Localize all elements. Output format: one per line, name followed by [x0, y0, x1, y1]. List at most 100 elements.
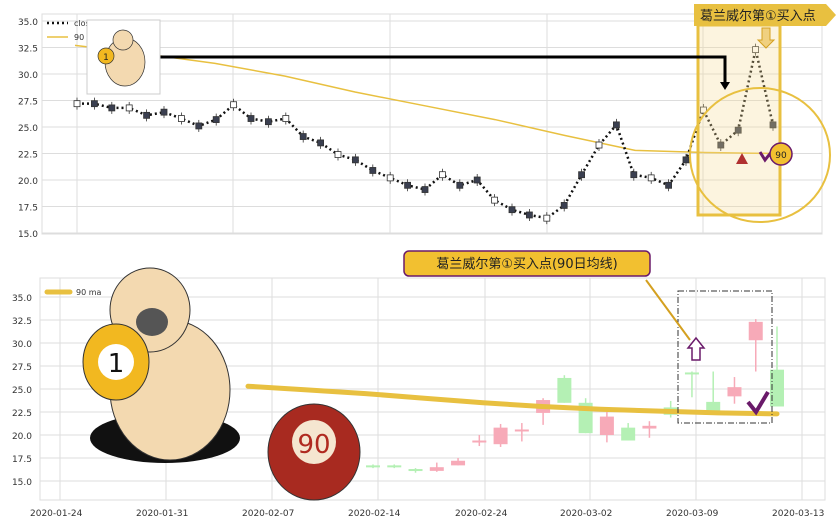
highlight-circle: [689, 87, 831, 223]
candle-body: [642, 425, 657, 429]
candle-body: [717, 141, 725, 149]
y-tick-label: 17.5: [12, 455, 32, 465]
candle-body: [595, 141, 603, 149]
badge-label: 90: [775, 151, 787, 161]
x-tick-label: 2020-03-13: [772, 509, 824, 519]
candle-body: [456, 181, 464, 189]
candle-body: [212, 116, 220, 123]
x-tick-label: 2020-02-14: [348, 509, 401, 519]
candle-body: [514, 429, 529, 432]
candle-body: [264, 118, 272, 126]
candle-body: [473, 176, 481, 184]
annotation-banner: [403, 250, 651, 277]
ball-label: 1: [103, 53, 109, 63]
bottom-panel: 2020-01-24 2020-01-31 2020-02-07 2020-02-14…: [12, 250, 826, 519]
candle-body: [543, 214, 551, 222]
ma90-line: [74, 44, 776, 155]
candle-body: [769, 121, 777, 129]
y-tick-label: 15.0: [18, 230, 38, 240]
y-tick-label: 22.5: [12, 409, 32, 419]
candle-body: [472, 440, 487, 443]
candle-body: [508, 206, 516, 214]
legend-label: 90 ma: [76, 288, 102, 297]
y-tick-label: 22.5: [18, 151, 38, 161]
y-tick-label: 27.5: [12, 363, 32, 373]
candle-body: [108, 104, 116, 112]
candle-body: [647, 174, 655, 182]
candle-body: [770, 369, 784, 407]
candle-body: [613, 121, 620, 129]
pointer-arrow-line: [645, 279, 691, 341]
candle-body: [421, 186, 429, 193]
candle-body: [727, 387, 742, 397]
candle-body: [386, 174, 394, 182]
candle-body: [195, 122, 203, 130]
candle-body: [125, 104, 133, 112]
y-tick-label: 15.0: [12, 478, 32, 488]
ball-label: 90: [297, 430, 330, 460]
down-arrow-icon: [756, 27, 776, 49]
candle-body: [351, 156, 359, 164]
candle-body: [438, 171, 446, 179]
ball-90-badge: [769, 142, 793, 166]
candle-body: [317, 139, 325, 147]
close-line: [77, 49, 775, 220]
y-tick-label: 20.0: [12, 432, 32, 442]
highlight-box: [696, 23, 782, 217]
x-tick-label: 2020-01-31: [136, 509, 188, 519]
candle-body: [578, 171, 585, 179]
candle-body: [177, 115, 185, 122]
candle-body: [247, 115, 255, 122]
pointer-arrow-line: [160, 55, 727, 85]
candle-body: [526, 211, 533, 219]
candle-body: [706, 401, 721, 412]
candle-body: [387, 465, 402, 468]
candle-body: [369, 167, 377, 174]
candle-body: [493, 427, 508, 445]
x-tick-label: 2020-02-24: [455, 509, 508, 519]
y-tick-label: 30.0: [18, 71, 38, 81]
annotation-label: 葛兰威尔第①买入点(90日均线): [436, 257, 617, 272]
candle-body: [404, 181, 412, 189]
candle-body: [491, 196, 499, 204]
ball-90-center: [292, 420, 336, 464]
candle-body: [230, 101, 238, 109]
candle-body: [73, 100, 81, 108]
y-tick-label: 30.0: [12, 340, 32, 350]
candle-body: [408, 469, 423, 472]
up-arrow-icon: [686, 336, 706, 361]
dog-head: [112, 29, 134, 51]
y-tick-label: 35.0: [18, 18, 38, 28]
candle-body: [282, 115, 290, 122]
candle-body: [665, 181, 672, 189]
candle-body: [299, 133, 307, 140]
x-tick-label: 2020-02-07: [242, 509, 294, 519]
candle-body: [334, 151, 342, 158]
candle-body: [557, 377, 572, 403]
candle-body: [700, 106, 707, 114]
top-panel: 15.0 17.5 20.0 22.5 25.0 27.5 30.0 32.5 35.0 葛兰威尔…: [18, 4, 836, 240]
candle-body: [143, 111, 151, 119]
candle-body: [621, 427, 636, 441]
y-tick-label: 32.5: [12, 317, 32, 327]
candle-body: [451, 460, 466, 466]
annotation-label: 葛兰威尔第①买入点: [700, 9, 816, 24]
x-tick-label: 2020-03-09: [666, 509, 719, 519]
candle-body: [91, 100, 98, 108]
annotation-banner: [694, 4, 836, 26]
checkmark-icon: [746, 390, 770, 416]
ball-label: 1: [108, 349, 125, 379]
highlight-box: [677, 290, 773, 424]
candle-body: [160, 108, 168, 116]
y-tick-label: 25.0: [18, 124, 38, 134]
candle-body: [682, 156, 690, 164]
plot-area: [41, 13, 823, 235]
y-tick-label: 32.5: [18, 45, 38, 55]
candle-body: [599, 416, 614, 435]
triangle-marker-icon: [736, 153, 748, 164]
y-tick-label: 17.5: [18, 204, 38, 214]
candle-body: [752, 46, 759, 54]
candle-body: [734, 126, 742, 134]
candle-body: [560, 202, 568, 209]
